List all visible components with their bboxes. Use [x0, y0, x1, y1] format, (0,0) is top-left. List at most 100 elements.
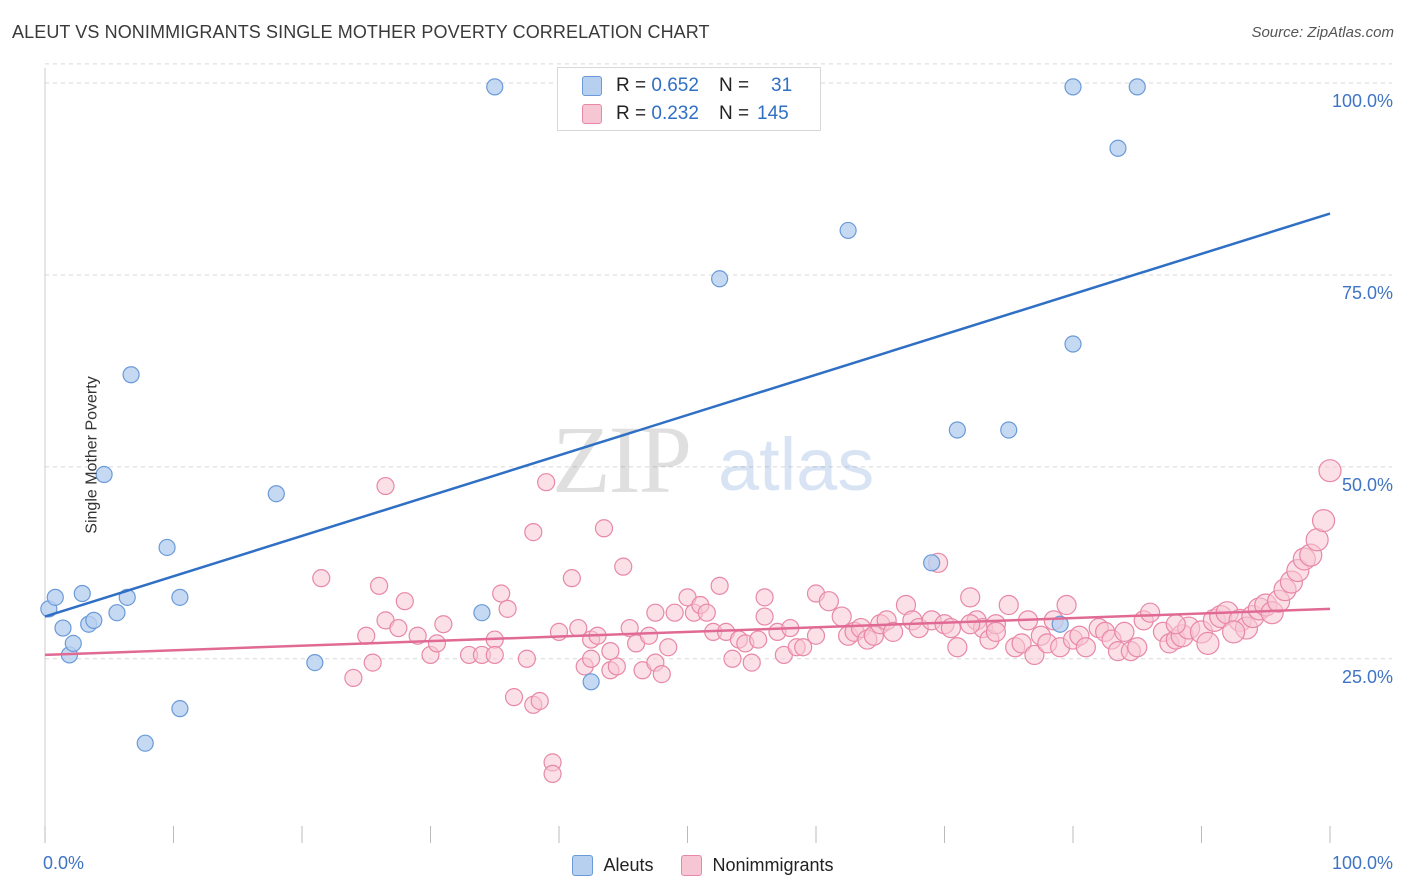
y-tick-label: 100.0% — [1332, 91, 1393, 111]
legend-item-aleuts: Aleuts — [572, 854, 653, 876]
nonimmigrants-point — [389, 618, 408, 638]
aleuts-point — [486, 78, 504, 96]
nonimmigrants-point — [742, 653, 761, 672]
y-axis-label: Single Mother Poverty — [83, 376, 101, 534]
nonimmigrants-point — [1165, 614, 1186, 635]
aleuts-swatch — [572, 854, 594, 876]
stats-legend: R = 0.652 N = 31 R = 0.232 N = 145 — [557, 67, 821, 131]
tick-labels: 25.0% 50.0% 75.0% 100.0% 0.0% 100.0% — [43, 91, 1393, 873]
aleuts-point — [1051, 615, 1069, 633]
nonimmigrants-swatch — [681, 854, 703, 876]
nonimmigrants-point — [537, 473, 556, 492]
y-tick-label: 75.0% — [1342, 283, 1393, 303]
aleuts-point — [108, 604, 126, 622]
legend-item-nonimmigrants: Nonimmigrants — [681, 854, 834, 876]
aleuts-point — [306, 654, 324, 672]
nonimmigrants-point — [1311, 508, 1336, 533]
nonimmigrants-point — [434, 615, 453, 634]
y-tick-label: 50.0% — [1342, 475, 1393, 495]
source-label: Source: ZipAtlas.com — [1251, 24, 1394, 41]
nonimmigrants-point — [1056, 594, 1077, 616]
aleuts-point — [1064, 78, 1082, 96]
nonimmigrants-point — [582, 649, 601, 668]
watermark-zip: ZIP — [552, 406, 690, 513]
aleuts-point — [171, 588, 189, 606]
nonimmigrants-point — [831, 606, 852, 627]
aleuts-point — [171, 700, 189, 718]
nonimmigrants-point — [594, 519, 614, 538]
nonimmigrants-point — [395, 592, 414, 611]
nonimmigrants-point — [646, 603, 665, 622]
nonimmigrants-point — [498, 599, 517, 618]
aleuts-points — [40, 78, 1146, 752]
aleuts-point — [1109, 139, 1127, 157]
aleuts-point — [711, 270, 729, 288]
nonimmigrants-point — [755, 607, 774, 626]
nonimmigrants-point — [312, 569, 331, 588]
nonimmigrants-point — [1222, 620, 1246, 644]
nonimmigrants-point — [344, 668, 363, 688]
aleuts-point — [122, 366, 140, 384]
nonimmigrants-point — [427, 634, 447, 653]
nonimmigrants-point — [1075, 637, 1096, 658]
watermark-atlas: atlas — [718, 423, 874, 506]
chart-title: ALEUT VS NONIMMIGRANTS SINGLE MOTHER POV… — [12, 22, 710, 42]
nonimmigrants-point — [1127, 637, 1148, 658]
aleuts-swatch — [582, 76, 602, 96]
nonimmigrants-point — [543, 764, 562, 784]
r-label: R = — [616, 103, 647, 124]
r-value: 0.232 — [651, 103, 699, 124]
nonimmigrants-point — [524, 523, 543, 542]
nonimmigrants-point — [601, 641, 620, 661]
nonimmigrants-point — [504, 688, 524, 707]
nonimmigrants-point — [960, 587, 981, 608]
nonimmigrants-point — [363, 653, 382, 672]
y-tick-label: 25.0% — [1342, 667, 1393, 687]
trend-lines — [44, 212, 1331, 657]
nonimmigrants-point — [749, 630, 768, 649]
aleuts-point — [118, 588, 136, 606]
nonimmigrants-point — [723, 649, 742, 668]
nonimmigrants-point — [806, 626, 826, 645]
nonimmigrants-point — [1318, 459, 1342, 483]
nonimmigrants-swatch — [582, 104, 602, 124]
r-value: 0.652 — [651, 75, 699, 96]
nonimmigrants-point — [492, 584, 511, 603]
nonimmigrants-point — [620, 618, 639, 638]
aleuts-point — [158, 538, 176, 557]
nonimmigrants-point — [562, 569, 581, 588]
n-value: 31 — [771, 75, 793, 96]
nonimmigrants-point — [947, 637, 968, 658]
nonimmigrants-point — [357, 626, 376, 645]
nonimmigrants-point — [710, 576, 729, 595]
aleuts-point — [73, 584, 91, 603]
nonimmigrants-points — [312, 459, 1342, 784]
aleuts-point — [948, 421, 966, 439]
nonimmigrants-point — [794, 638, 813, 657]
nonimmigrants-point — [408, 626, 427, 645]
aleuts-point — [839, 221, 857, 240]
nonimmigrants-point — [960, 614, 981, 635]
nonimmigrants-point — [1024, 644, 1045, 666]
aleuts-point — [64, 634, 82, 653]
nonimmigrants-point — [1114, 621, 1135, 642]
nonimmigrants-point — [652, 665, 671, 684]
nonimmigrants-point — [485, 645, 504, 665]
watermark: ZIP atlas — [552, 406, 874, 513]
legend-row-nonimmigrants: R = 0.232 N = 145 — [582, 102, 789, 126]
series-legend: Aleuts Nonimmigrants — [0, 852, 1406, 878]
n-label: N = — [718, 103, 750, 124]
aleuts-point — [1000, 421, 1018, 439]
nonimmigrants-point — [1196, 631, 1220, 656]
axes — [44, 68, 1331, 843]
aleuts-point — [85, 611, 103, 629]
nonimmigrants-point — [370, 576, 389, 595]
nonimmigrants-point — [530, 691, 549, 711]
nonimmigrants-point — [985, 621, 1007, 642]
aleuts-point — [267, 485, 285, 503]
nonimmigrants-point — [998, 594, 1019, 616]
aleuts-point — [1128, 78, 1146, 96]
nonimmigrants-point — [665, 603, 684, 622]
nonimmigrants-point — [517, 649, 536, 668]
